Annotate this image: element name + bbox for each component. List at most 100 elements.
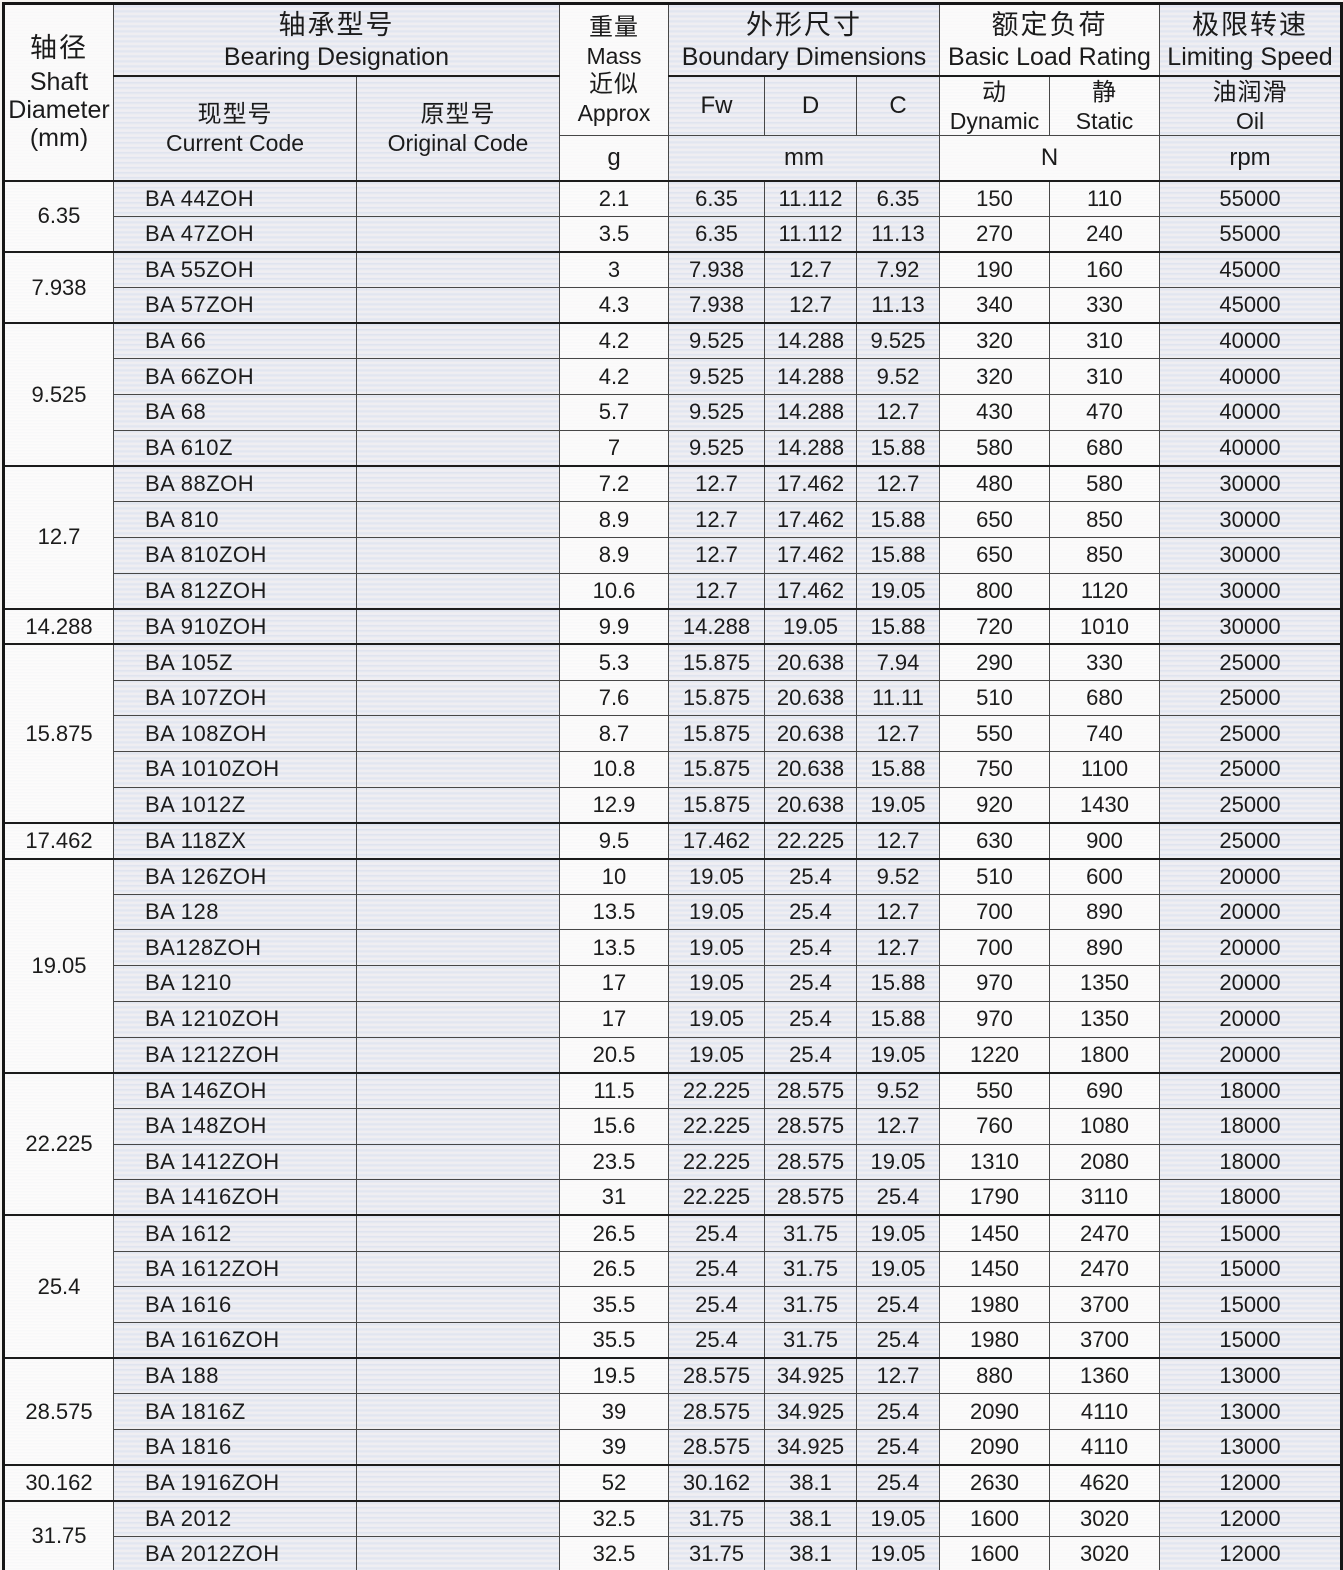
fw-cell: 19.05 — [668, 893, 765, 931]
d-cell: 28.575 — [764, 1071, 857, 1109]
fw-cell: 15.875 — [668, 643, 765, 681]
dynamic-load-cell: 340 — [939, 287, 1050, 324]
c-cell: 15.88 — [856, 607, 940, 645]
current-code-cell: BA 1010ZOH — [113, 751, 357, 788]
static-load-cell: 600 — [1049, 857, 1160, 895]
shaft-diameter-cell: 15.875 — [3, 643, 114, 824]
limiting-speed-cell: 12000 — [1159, 1499, 1342, 1538]
d-cell: 25.4 — [764, 857, 857, 895]
fw-cell: 7.938 — [668, 250, 765, 289]
current-code-cell: BA 1616ZOH — [113, 1322, 357, 1359]
col-header-mass: 重量 Mass 近似 Approx — [559, 3, 669, 136]
c-cell: 15.88 — [856, 501, 940, 538]
current-code-cell: BA 146ZOH — [113, 1071, 357, 1109]
dynamic-load-cell: 2090 — [939, 1429, 1050, 1466]
static-load-cell: 1800 — [1049, 1036, 1160, 1074]
d-cell: 25.4 — [764, 1036, 857, 1074]
mass-cell: 26.5 — [559, 1250, 669, 1288]
table-row: 30.162 BA 1916ZOH 52 30.162 38.1 25.4 2630 4620… — [3, 1464, 1342, 1502]
fw-cell: 19.05 — [668, 1036, 765, 1074]
dynamic-load-cell: 720 — [939, 607, 1050, 645]
static-load-cell: 850 — [1049, 536, 1160, 574]
dynamic-load-cell: 760 — [939, 1107, 1050, 1145]
original-code-cell — [356, 1143, 560, 1181]
unit-newton: N — [939, 135, 1160, 182]
static-load-cell: 1350 — [1049, 1000, 1160, 1038]
current-code-cell: BA 108ZOH — [113, 715, 357, 752]
c-cell: 19.05 — [856, 1499, 940, 1538]
original-code-cell — [356, 929, 560, 967]
limiting-speed-cell: 25000 — [1159, 715, 1342, 752]
table-row: BA 1010ZOH 10.8 15.875 20.638 15.88 750 1100 25… — [4, 751, 1342, 788]
mass-cell: 10.6 — [559, 572, 669, 610]
c-cell: 11.11 — [856, 679, 940, 717]
current-code-cell: BA 126ZOH — [113, 857, 357, 895]
col-header-bearing-designation: 轴承型号 Bearing Designation — [113, 3, 560, 77]
table-row: BA 1616ZOH 35.5 25.4 31.75 25.4 1980 3700 15000 — [4, 1322, 1342, 1359]
original-code-cell — [356, 679, 560, 717]
mass-cell: 11.5 — [559, 1071, 669, 1109]
current-code-cell: BA 47ZOH — [113, 215, 357, 253]
dynamic-load-cell: 2630 — [939, 1464, 1050, 1502]
table-row: BA 1412ZOH 23.5 22.225 28.575 19.05 1310 2080 1… — [4, 1143, 1342, 1181]
original-code-cell — [356, 179, 560, 217]
dynamic-load-cell: 320 — [939, 358, 1050, 396]
c-cell: 6.35 — [856, 179, 940, 217]
col-header-original-code: 原型号 Original Code — [356, 75, 560, 181]
limiting-speed-cell: 20000 — [1159, 893, 1342, 931]
d-cell: 28.575 — [764, 1179, 857, 1216]
original-code-cell — [356, 394, 560, 431]
shaft-diameter-cell: 25.4 — [3, 1214, 114, 1359]
c-cell: 15.88 — [856, 536, 940, 574]
original-code-cell — [356, 358, 560, 396]
limiting-speed-cell: 40000 — [1159, 358, 1342, 396]
static-load-cell: 850 — [1049, 501, 1160, 538]
current-code-cell: BA 1416ZOH — [113, 1179, 357, 1216]
original-code-header-en: Original Code — [387, 129, 529, 156]
current-code-cell: BA 188 — [113, 1357, 357, 1395]
static-load-cell: 1080 — [1049, 1107, 1160, 1145]
fw-cell: 22.225 — [668, 1143, 765, 1181]
c-cell: 19.05 — [856, 1143, 940, 1181]
static-load-cell: 330 — [1049, 643, 1160, 681]
static-header-en: Static — [1075, 107, 1134, 134]
limiting-speed-cell: 18000 — [1159, 1071, 1342, 1109]
current-code-cell: BA 810 — [113, 501, 357, 538]
static-load-cell: 680 — [1049, 429, 1160, 467]
d-cell: 25.4 — [764, 965, 857, 1002]
static-load-cell: 2470 — [1049, 1250, 1160, 1288]
current-code-cell: BA 2012ZOH — [113, 1536, 357, 1570]
dynamic-load-cell: 970 — [939, 965, 1050, 1002]
current-code-cell: BA 1012Z — [113, 786, 357, 824]
original-code-cell — [356, 1214, 560, 1252]
d-cell: 34.925 — [764, 1429, 857, 1466]
dynamic-load-cell: 700 — [939, 929, 1050, 967]
fw-cell: 31.75 — [668, 1536, 765, 1570]
unit-mm: mm — [668, 135, 940, 182]
mass-cell: 10 — [559, 857, 669, 895]
c-cell: 19.05 — [856, 1036, 940, 1074]
table-row: 28.575 BA 188 19.5 28.575 34.925 12.7 880 1360 1… — [3, 1357, 1342, 1466]
static-load-cell: 740 — [1049, 715, 1160, 752]
static-load-cell: 3020 — [1049, 1536, 1160, 1570]
mass-cell: 10.8 — [559, 751, 669, 788]
fw-cell: 25.4 — [668, 1214, 765, 1252]
d-cell: 31.75 — [764, 1250, 857, 1288]
mass-cell: 5.3 — [559, 643, 669, 681]
dynamic-load-cell: 970 — [939, 1000, 1050, 1038]
fw-cell: 25.4 — [668, 1322, 765, 1359]
fw-cell: 22.225 — [668, 1107, 765, 1145]
table-row: BA 610Z 7 9.525 14.288 15.88 580 680 40000 — [4, 429, 1342, 467]
dynamic-load-cell: 320 — [939, 322, 1050, 360]
c-cell: 12.7 — [856, 465, 940, 503]
static-header-zh: 静 — [1092, 78, 1117, 106]
limiting-speed-cell: 15000 — [1159, 1286, 1342, 1323]
c-cell: 19.05 — [856, 1214, 940, 1252]
current-code-cell: BA 118ZX — [113, 821, 357, 860]
table-row: 12.7 BA 88ZOH 7.2 12.7 17.462 12.7 480 580 30000 — [3, 465, 1342, 610]
c-cell: 19.05 — [856, 1250, 940, 1288]
limiting-speed-cell: 15000 — [1159, 1250, 1342, 1288]
mass-header-en2: Approx — [577, 100, 651, 127]
limiting-speed-cell: 45000 — [1159, 287, 1342, 324]
